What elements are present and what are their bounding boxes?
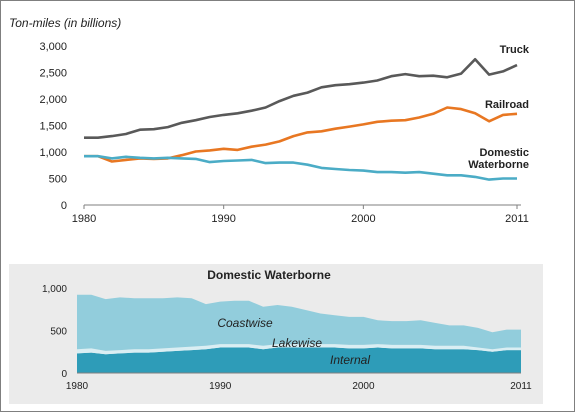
y-tick-label: 1,000 — [39, 147, 67, 159]
area-x-tick-label: 2011 — [510, 381, 532, 392]
series-label: Waterborne — [468, 159, 529, 171]
x-tick-label: 2000 — [351, 213, 375, 225]
y-tick-label: 1,500 — [39, 121, 67, 133]
series-label: Domestic — [479, 147, 529, 159]
series-label: Railroad — [485, 99, 529, 111]
area-y-tick-label: 0 — [61, 369, 67, 380]
area-chart-title: Domestic Waterborne — [207, 268, 331, 282]
series-label: Truck — [500, 44, 530, 56]
x-tick-label: 1980 — [72, 213, 96, 225]
area-y-tick-label: 1,000 — [42, 284, 67, 295]
y-tick-label: 3,000 — [39, 41, 67, 53]
y-tick-label: 2,500 — [39, 68, 67, 80]
area-y-tick-label: 500 — [50, 327, 67, 338]
y-axis-title: Ton-miles (in billions) — [9, 16, 121, 30]
y-tick-label: 2,000 — [39, 94, 67, 106]
area-label-coastwise: Coastwise — [217, 316, 273, 330]
y-tick-label: 0 — [61, 200, 67, 212]
ton-miles-line-chart: Ton-miles (in billions) 0 500 1,000 1,500 2,… — [9, 16, 530, 225]
y-tick-label: 500 — [49, 174, 67, 186]
area-label-lakewise: Lakewise — [272, 336, 322, 350]
area-label-internal: Internal — [330, 353, 370, 367]
x-tick-label: 2011 — [505, 213, 529, 225]
area-x-tick-label: 2000 — [352, 381, 375, 392]
series-line-domestic-waterborne — [84, 154, 517, 181]
area-x-tick-label: 1990 — [209, 381, 232, 392]
x-tick-label: 1990 — [211, 213, 235, 225]
area-lakewise — [77, 344, 521, 355]
area-internal — [77, 347, 521, 373]
series-line-truck — [84, 58, 518, 139]
area-coastwise — [77, 294, 521, 351]
area-x-tick-label: 1980 — [66, 381, 89, 392]
